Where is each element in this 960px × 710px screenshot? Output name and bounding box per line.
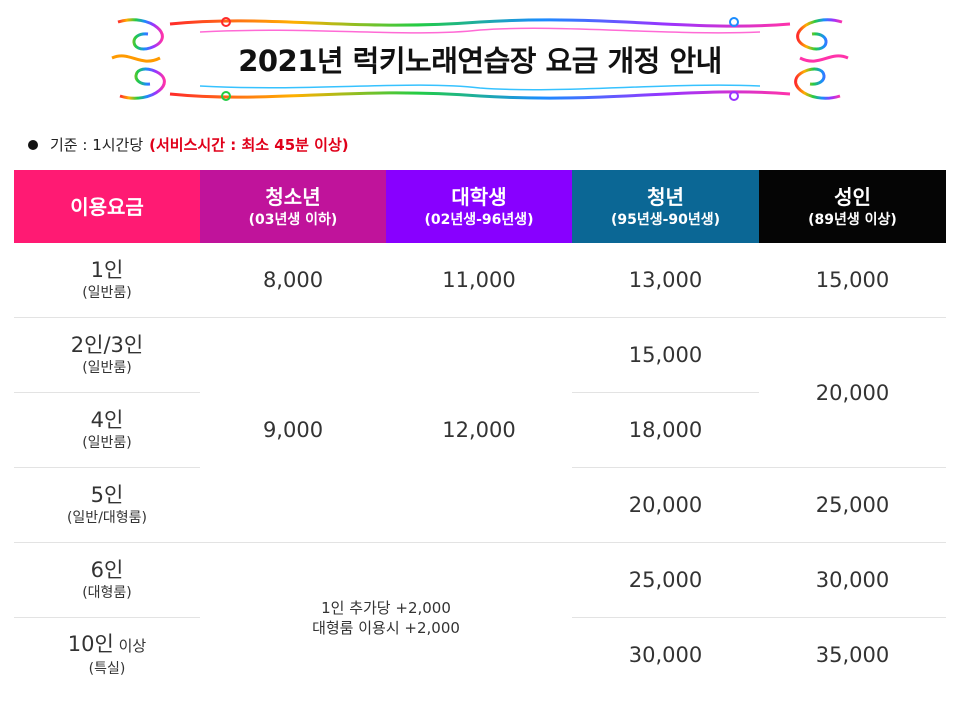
page-title: 2021년 럭키노래연습장 요금 개정 안내	[238, 44, 722, 78]
price-table: 이용요금 청소년 (03년생 이하) 대학생 (02년생-96년생) 청년 (95년생…	[14, 170, 946, 692]
pricing-basis-note: 기준 : 1시간당 (서비스시간 : 최소 45분 이상)	[28, 134, 349, 155]
row-label: 5인 (일반/대형룸)	[14, 467, 200, 543]
title-banner: 2021년 럭키노래연습장 요금 개정 안내	[110, 10, 850, 108]
price-college: 12,000	[386, 317, 572, 543]
table-row: 4인 (일반룸) 18,000	[14, 392, 946, 468]
price-adult: 30,000	[759, 542, 946, 618]
row-label: 1인 (일반룸)	[14, 243, 200, 318]
price-teen: 8,000	[200, 243, 386, 318]
price-adult: 20,000	[759, 317, 946, 468]
header-teen: 청소년 (03년생 이하)	[200, 170, 386, 243]
extra-large-room: 대형룸 이용시 +2,000	[312, 618, 460, 637]
header-youth: 청년 (95년생-90년생)	[572, 170, 759, 243]
price-college: 11,000	[386, 243, 572, 318]
table-row: 2인/3인 (일반룸) 9,000 12,000 15,000 20,000	[14, 317, 946, 543]
header-fee: 이용요금	[14, 170, 200, 243]
table-row: 1인 (일반룸) 8,000 11,000 13,000 15,000	[14, 243, 946, 318]
header-adult: 성인 (89년생 이상)	[759, 170, 946, 243]
note-prefix: 기준 : 1시간당	[50, 136, 144, 154]
price-teen: 9,000	[200, 317, 386, 543]
price-adult: 35,000	[815, 643, 890, 667]
note-highlight: (서비스시간 : 최소 45분 이상)	[149, 136, 349, 154]
price-adult: 15,000	[759, 243, 946, 318]
bullet-icon	[28, 139, 38, 150]
extra-per-person: 1인 추가당 +2,000	[321, 598, 451, 617]
header-row: 이용요금 청소년 (03년생 이하) 대학생 (02년생-96년생) 청년 (95년생…	[14, 170, 946, 243]
decorative-frame	[111, 17, 849, 101]
table-row: 6인 (대형룸) 1인 추가당 +2,000 대형룸 이용시 +2,000 25,…	[14, 542, 946, 637]
row-label: 6인 (대형룸)	[14, 542, 200, 618]
row-label: 10인 이상 (특실)	[67, 632, 147, 677]
price-youth: 13,000	[572, 243, 759, 318]
price-youth: 30,000	[628, 643, 703, 667]
price-adult: 25,000	[759, 467, 946, 543]
price-youth: 15,000	[572, 317, 759, 393]
row-label: 2인/3인 (일반룸)	[14, 317, 200, 393]
price-youth: 25,000	[572, 542, 759, 618]
price-youth: 20,000	[572, 467, 759, 543]
row-label: 4인 (일반룸)	[14, 392, 200, 468]
price-youth: 18,000	[572, 392, 759, 468]
extra-charge-note: 1인 추가당 +2,000 대형룸 이용시 +2,000	[200, 543, 572, 693]
table-row: 10인 이상 (특실) 30,000 35,000	[14, 618, 946, 693]
table-row: 5인 (일반/대형룸) 20,000 25,000	[14, 467, 946, 543]
header-college: 대학생 (02년생-96년생)	[386, 170, 572, 243]
